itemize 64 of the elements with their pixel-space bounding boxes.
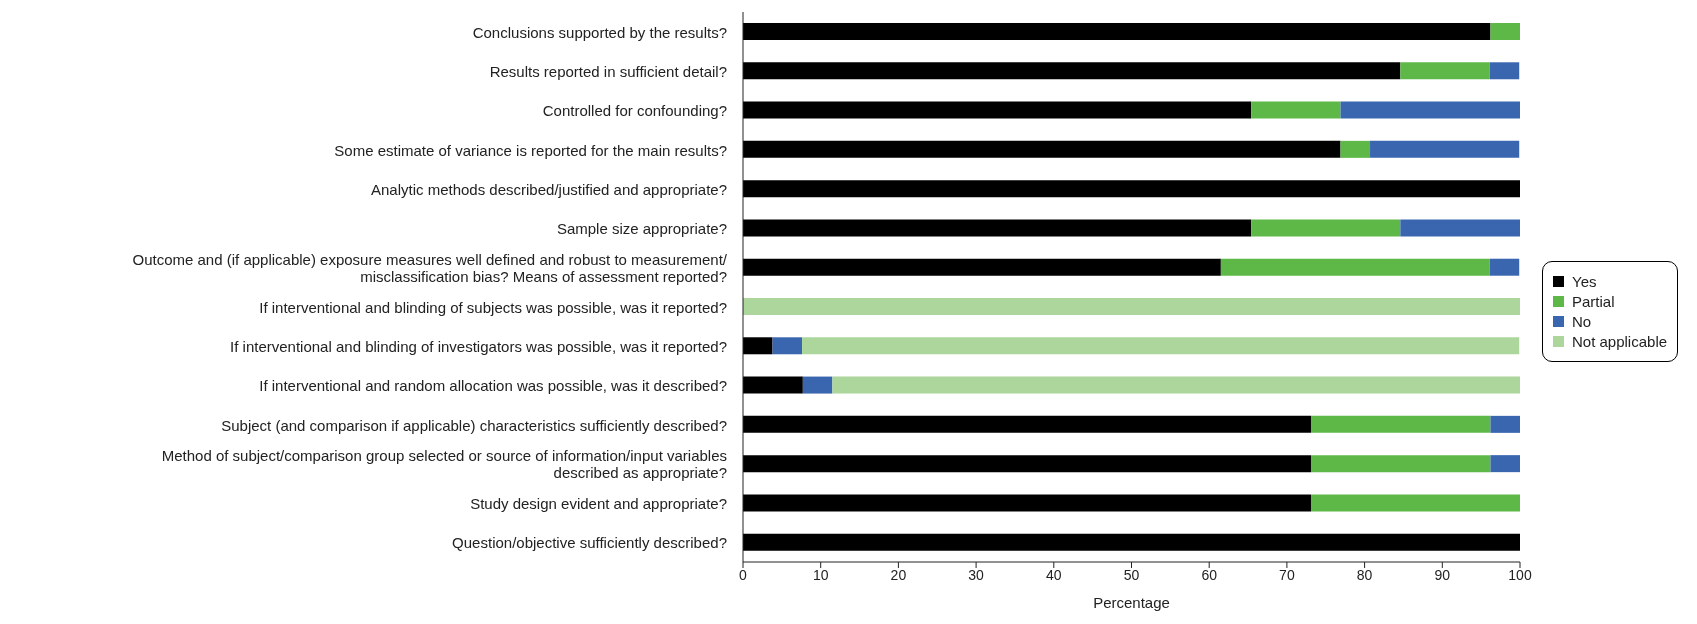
legend-label: Yes	[1572, 272, 1597, 290]
bar	[1310, 455, 1491, 473]
legend-label: Not applicable	[1572, 332, 1668, 350]
bar	[1490, 455, 1520, 473]
y-tick-label: Outcome and (if applicable) exposure measures well defined and robust to measurement/misclassification bias? Means of assessment reported?	[132, 250, 728, 285]
legend-label: No	[1572, 312, 1592, 330]
y-tick-label: Results reported in sufficient detail?	[489, 62, 727, 80]
bar	[743, 376, 803, 394]
bar	[743, 23, 1491, 40]
bar	[743, 62, 1401, 80]
bar	[1490, 23, 1520, 40]
x-tick-label: 0	[739, 566, 748, 583]
x-tick-label: 70	[1279, 566, 1295, 583]
bar	[1400, 219, 1520, 237]
x-tick-label: 50	[1123, 566, 1140, 583]
bar	[743, 415, 1311, 433]
x-tick-label: 40	[1046, 566, 1062, 583]
bar	[832, 376, 1520, 394]
bar	[743, 455, 1311, 473]
bar	[1251, 101, 1341, 119]
x-tick-label: 10	[812, 566, 829, 583]
bar	[1310, 494, 1520, 512]
y-tick-label: Analytic methods described/justified and appropriate?	[370, 180, 727, 198]
y-tick-label: Question/objective sufficiently described?	[452, 533, 727, 551]
y-tick-label: If interventional and random allocation was possible, was it described?	[259, 376, 727, 394]
bar	[1370, 140, 1520, 158]
y-tick-label: If interventional and blinding of subjects was possible, was it reported?	[259, 298, 727, 316]
bar	[1400, 62, 1490, 80]
y-tick-label: Some estimate of variance is reported for the main results?	[334, 141, 727, 158]
x-tick-label: 20	[890, 566, 907, 583]
x-tick-label: 30	[968, 566, 985, 583]
bar	[1489, 258, 1520, 276]
y-tick-label: Study design evident and appropriate?	[470, 494, 727, 512]
bar	[743, 533, 1520, 551]
y-tick-label: Method of subject/comparison group selected or source of information/input variables described as appropriate?	[161, 446, 727, 481]
y-tick-label: If interventional and blinding of investigators was possible, was it reported?	[230, 337, 727, 355]
bar	[743, 298, 1520, 315]
legend-label: Partial	[1572, 292, 1615, 310]
bar	[1310, 415, 1491, 433]
x-tick-label: 60	[1201, 566, 1218, 583]
y-tick-label: Controlled for confounding?	[542, 101, 727, 119]
bar	[743, 140, 1341, 158]
bar	[1220, 258, 1490, 276]
bar	[1340, 140, 1371, 158]
bar	[1340, 101, 1520, 119]
bar	[802, 337, 1520, 355]
bar	[802, 376, 833, 394]
bar	[743, 180, 1520, 198]
bar	[1251, 219, 1401, 237]
bar	[743, 258, 1221, 276]
bar	[743, 337, 773, 355]
bar	[743, 494, 1311, 512]
bar	[743, 101, 1252, 119]
x-tick-label: 80	[1356, 566, 1373, 583]
bar	[772, 337, 803, 355]
x-axis-title: Percentage	[1093, 594, 1170, 611]
x-tick-label: 100	[1508, 566, 1532, 583]
y-tick-label: Sample size appropriate?	[556, 219, 727, 237]
bar	[1489, 62, 1520, 80]
y-tick-label: Subject (and comparison if applicable) characteristics sufficiently described?	[221, 416, 727, 433]
y-tick-label: Conclusions supported by the results?	[472, 23, 727, 41]
bar	[743, 219, 1252, 237]
x-tick-label: 90	[1434, 566, 1451, 583]
bar	[1490, 415, 1520, 433]
